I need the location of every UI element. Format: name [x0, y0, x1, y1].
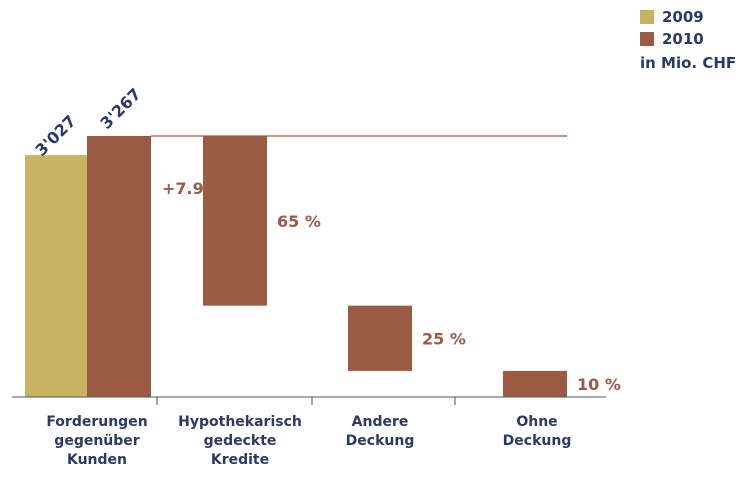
- legend: 2009 2010 in Mio. CHF: [640, 6, 736, 72]
- x-tick-label-line: gegenüber: [54, 433, 139, 449]
- x-tick-label-line: Ohne: [516, 414, 557, 430]
- bar-breakdown-2: [348, 305, 412, 371]
- data-label-breakdown-1: 65 %: [277, 212, 321, 231]
- data-label-2009: 3'027: [31, 111, 79, 159]
- x-tick-label-1: Forderungen gegenüber Kunden: [46, 414, 147, 468]
- data-label-breakdown-2: 25 %: [422, 329, 466, 348]
- x-tick-label-line: Deckung: [503, 433, 572, 449]
- x-tick-label-line: Forderungen: [46, 414, 147, 430]
- unit-label: in Mio. CHF: [640, 54, 737, 72]
- x-tick-label-line: gedeckte: [204, 433, 277, 449]
- x-tick-label-line: Kunden: [67, 452, 127, 468]
- legend-label-2009: 2009: [662, 8, 704, 26]
- x-tick-label-line: Andere: [352, 414, 409, 430]
- data-label-breakdown-3: 10 %: [577, 375, 621, 394]
- data-label-2010: 3'267: [96, 84, 144, 132]
- bar-2010: [87, 136, 151, 397]
- bar-breakdown-3: [503, 370, 567, 397]
- bar-breakdown-1: [203, 136, 267, 306]
- legend-item-2009: 2009: [640, 6, 736, 28]
- x-tick-label-line: Deckung: [346, 433, 415, 449]
- legend-item-2010: 2010: [640, 28, 736, 50]
- legend-label-2010: 2010: [662, 30, 704, 48]
- legend-swatch-2009: [640, 10, 654, 24]
- x-tick-label-4: Ohne Deckung: [503, 414, 572, 449]
- legend-swatch-2010: [640, 32, 654, 46]
- growth-label: +7.9 %: [162, 179, 225, 198]
- x-tick-label-line: Kredite: [211, 452, 269, 468]
- bar-2009: [25, 155, 87, 397]
- x-tick-label-3: Andere Deckung: [346, 414, 415, 449]
- x-tick-label-line: Hypothekarisch: [178, 414, 302, 430]
- x-tick-label-2: Hypothekarisch gedeckte Kredite: [178, 414, 302, 468]
